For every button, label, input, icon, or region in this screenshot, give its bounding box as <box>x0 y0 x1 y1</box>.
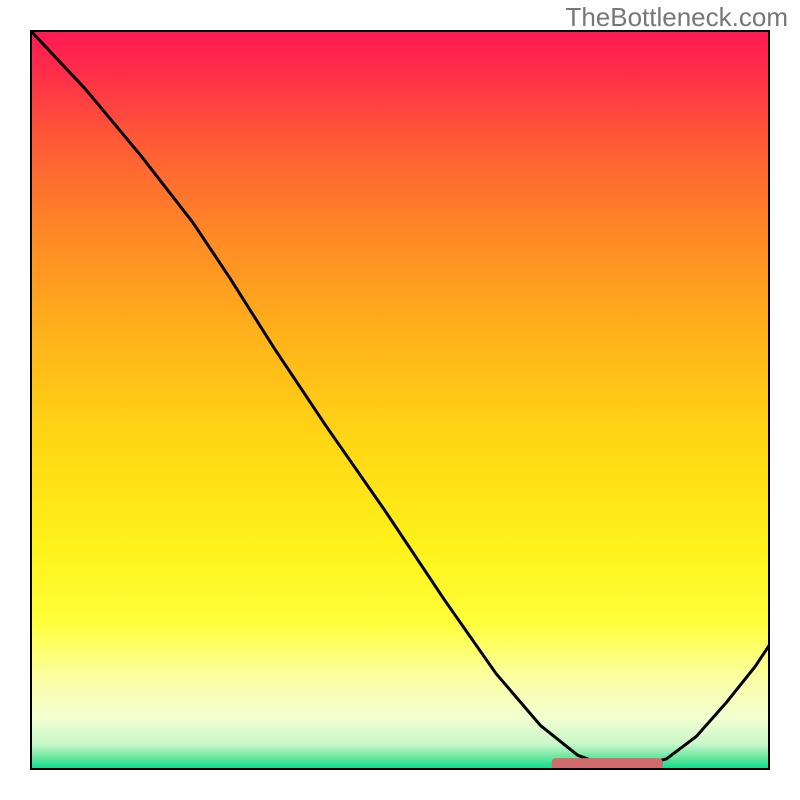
attribution-text: TheBottleneck.com <box>565 2 788 32</box>
gradient-background <box>30 30 770 770</box>
attribution-label: TheBottleneck.com <box>565 2 788 33</box>
chart-svg <box>30 30 770 770</box>
plot-area <box>30 30 770 770</box>
chart-container: TheBottleneck.com <box>0 0 800 800</box>
